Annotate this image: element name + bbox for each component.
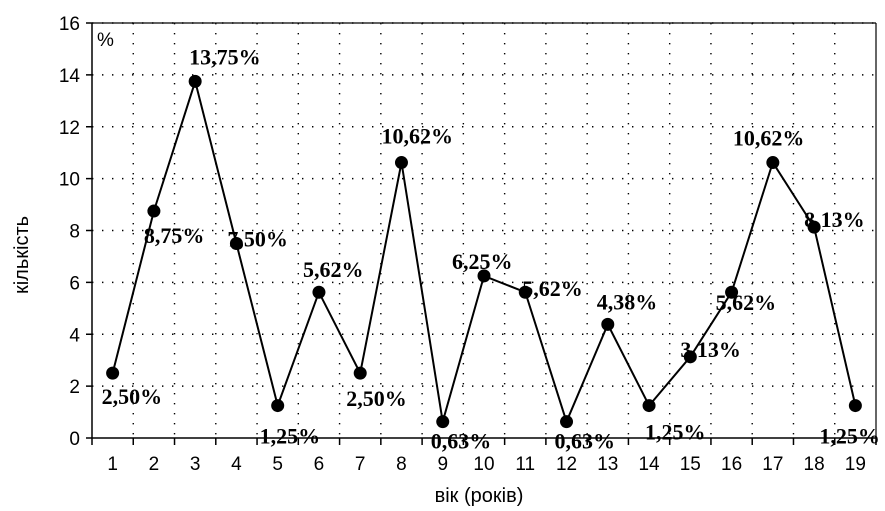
data-label: 0,63% [555, 429, 616, 454]
data-point [807, 220, 821, 234]
x-tick-label: 14 [638, 454, 660, 475]
y-tick-label: 4 [69, 325, 80, 346]
gridlines [92, 22, 876, 438]
data-point [683, 350, 697, 364]
data-label: 5,62% [303, 257, 364, 282]
y-tick-label: 12 [59, 118, 80, 139]
data-label: 8,13% [804, 207, 865, 232]
x-tick-label: 5 [272, 454, 283, 475]
data-point [229, 236, 243, 250]
x-tick-label: 18 [804, 454, 825, 475]
y-tick-label: 16 [59, 14, 80, 35]
axes [86, 22, 877, 445]
data-label: 5,62% [716, 290, 777, 315]
y-tick-label: 2 [69, 377, 80, 398]
data-label: 10,62% [381, 124, 453, 149]
y-tick-label: 6 [69, 273, 80, 294]
data-point [477, 269, 491, 283]
unit-label: % [97, 30, 114, 51]
data-point [353, 366, 367, 380]
y-tick-label: 14 [59, 66, 81, 87]
data-point [766, 156, 780, 170]
x-tick-label: 11 [515, 454, 535, 475]
data-point [106, 366, 120, 380]
x-axis-title: вік (років) [435, 485, 524, 507]
data-point [147, 204, 161, 218]
data-point [188, 74, 202, 88]
x-tick-label: 10 [473, 454, 494, 475]
x-tick-label: 2 [149, 454, 160, 475]
x-tick-label: 9 [437, 454, 448, 475]
y-tick-label: 0 [69, 429, 80, 450]
x-tick-label: 17 [762, 454, 783, 475]
data-point [518, 285, 532, 299]
x-tick-label: 13 [597, 454, 618, 475]
data-label: 1,25% [260, 424, 321, 449]
x-tick-label: 8 [396, 454, 407, 475]
data-label: 4,38% [597, 289, 658, 314]
x-tick-label: 19 [845, 454, 866, 475]
x-tick-label: 16 [721, 454, 742, 475]
x-tick-label: 12 [556, 454, 577, 475]
data-point [560, 415, 574, 429]
data-point [312, 285, 326, 299]
data-label: 2,50% [102, 384, 163, 409]
data-label: 1,25% [819, 424, 880, 449]
data-point [848, 399, 862, 413]
data-point [642, 399, 656, 413]
y-tick-labels: 0 2 4 6 8 10 12 14 16 [59, 14, 81, 450]
y-axis-title: кількість [11, 216, 33, 294]
data-label: 10,62% [733, 126, 805, 151]
x-tick-label: 7 [355, 454, 366, 475]
x-tick-label: 6 [314, 454, 325, 475]
data-label: 6,25% [452, 249, 513, 274]
data-label: 5,62% [522, 276, 583, 301]
data-markers [106, 74, 862, 429]
data-labels: 2,50% 8,75% 13,75% 7,50% 1,25% 5,62% 2,50% 10,6… [102, 44, 880, 453]
x-tick-label: 1 [107, 454, 118, 475]
data-point [601, 317, 615, 331]
data-point [725, 285, 739, 299]
y-tick-label: 8 [69, 222, 80, 243]
x-tick-label: 3 [190, 454, 201, 475]
data-point [436, 415, 450, 429]
data-point [394, 156, 408, 170]
x-tick-labels: 1 2 3 4 5 6 7 8 9 10 11 12 13 14 15 16 17 18 19 [107, 454, 866, 475]
y-tick-label: 10 [59, 170, 80, 191]
data-label: 0,63% [431, 429, 492, 454]
data-label: 2,50% [346, 386, 407, 411]
data-label: 7,50% [227, 226, 288, 251]
data-label: 3,13% [680, 337, 741, 362]
x-tick-label: 15 [680, 454, 701, 475]
data-label: 8,75% [144, 223, 205, 248]
x-tick-label: 4 [231, 454, 242, 475]
data-label: 13,75% [189, 44, 261, 69]
data-point [271, 399, 285, 413]
data-label: 1,25% [645, 420, 706, 445]
